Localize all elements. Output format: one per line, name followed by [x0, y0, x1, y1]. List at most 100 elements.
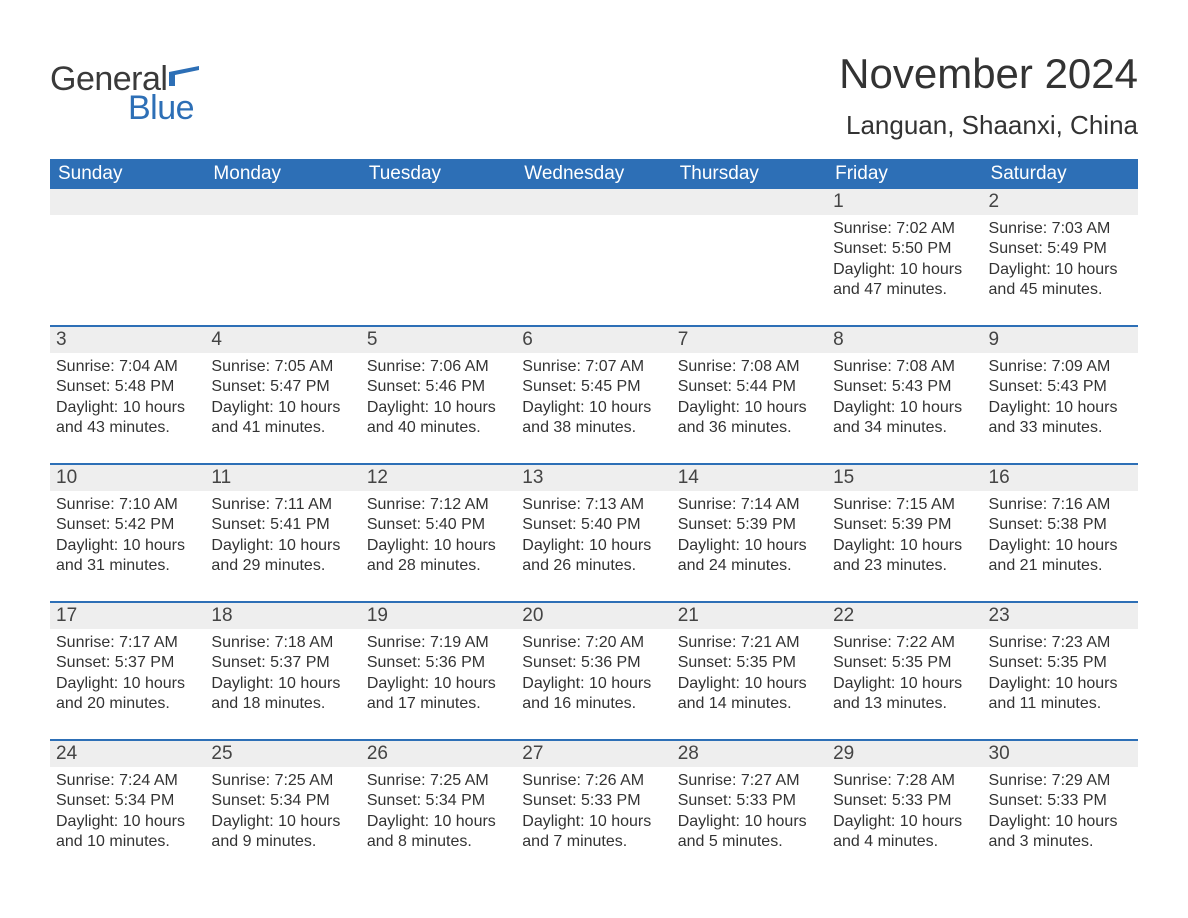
calendar-day: 7Sunrise: 7:08 AMSunset: 5:44 PMDaylight… [672, 327, 827, 463]
daylight-text: Daylight: 10 hours and 14 minutes. [678, 674, 821, 715]
calendar-day: 25Sunrise: 7:25 AMSunset: 5:34 PMDayligh… [205, 741, 360, 877]
day-details: Sunrise: 7:11 AMSunset: 5:41 PMDaylight:… [205, 491, 360, 579]
sunrise-text: Sunrise: 7:04 AM [56, 357, 199, 377]
calendar-day: 10Sunrise: 7:10 AMSunset: 5:42 PMDayligh… [50, 465, 205, 601]
sunrise-text: Sunrise: 7:16 AM [989, 495, 1132, 515]
daylight-text: Daylight: 10 hours and 43 minutes. [56, 398, 199, 439]
day-details: Sunrise: 7:09 AMSunset: 5:43 PMDaylight:… [983, 353, 1138, 441]
sunrise-text: Sunrise: 7:23 AM [989, 633, 1132, 653]
day-number: 30 [983, 741, 1138, 767]
day-number: 4 [205, 327, 360, 353]
calendar-day: 3 Sunrise: 7:04 AMSunset: 5:48 PMDaylight… [50, 327, 205, 463]
day-details: Sunrise: 7:25 AMSunset: 5:34 PMDaylight:… [361, 767, 516, 855]
calendar-day: 18Sunrise: 7:18 AMSunset: 5:37 PMDayligh… [205, 603, 360, 739]
sunset-text: Sunset: 5:35 PM [833, 653, 976, 673]
sunrise-text: Sunrise: 7:13 AM [522, 495, 665, 515]
day-details: Sunrise: 7:26 AMSunset: 5:33 PMDaylight:… [516, 767, 671, 855]
day-details: Sunrise: 7:19 AMSunset: 5:36 PMDaylight:… [361, 629, 516, 717]
sunset-text: Sunset: 5:38 PM [989, 515, 1132, 535]
day-details: Sunrise: 7:02 AMSunset: 5:50 PMDaylight:… [827, 215, 982, 303]
sunset-text: Sunset: 5:40 PM [367, 515, 510, 535]
calendar-week: 3Sunrise: 7:04 AMSunset: 5:48 PMDaylight… [50, 325, 1138, 463]
day-number: 2 [983, 189, 1138, 215]
calendar-day: 14Sunrise: 7:14 AMSunset: 5:39 PMDayligh… [672, 465, 827, 601]
day-details: Sunrise: 7:21 AMSunset: 5:35 PMDaylight:… [672, 629, 827, 717]
month-title: November 2024 [839, 40, 1138, 98]
calendar-day [516, 189, 671, 325]
day-number: 24 [50, 741, 205, 767]
day-number [205, 189, 360, 215]
title-block: November 2024 Languan, Shaanxi, China [839, 40, 1138, 141]
sunset-text: Sunset: 5:50 PM [833, 239, 976, 259]
day-number: 21 [672, 603, 827, 629]
brand-word2: Blue [128, 89, 199, 128]
calendar-day: 27Sunrise: 7:26 AMSunset: 5:33 PMDayligh… [516, 741, 671, 877]
sunrise-text: Sunrise: 7:20 AM [522, 633, 665, 653]
calendar-day: 23Sunrise: 7:23 AMSunset: 5:35 PMDayligh… [983, 603, 1138, 739]
sunrise-text: Sunrise: 7:17 AM [56, 633, 199, 653]
sunset-text: Sunset: 5:33 PM [678, 791, 821, 811]
day-details: Sunrise: 7:08 AMSunset: 5:44 PMDaylight:… [672, 353, 827, 441]
sunset-text: Sunset: 5:46 PM [367, 377, 510, 397]
calendar-day: 8Sunrise: 7:08 AMSunset: 5:43 PMDaylight… [827, 327, 982, 463]
weekday-header: Saturday [983, 159, 1138, 189]
daylight-text: Daylight: 10 hours and 41 minutes. [211, 398, 354, 439]
daylight-text: Daylight: 10 hours and 20 minutes. [56, 674, 199, 715]
weekday-header: Tuesday [361, 159, 516, 189]
day-number: 28 [672, 741, 827, 767]
calendar-week: 10Sunrise: 7:10 AMSunset: 5:42 PMDayligh… [50, 463, 1138, 601]
daylight-text: Daylight: 10 hours and 18 minutes. [211, 674, 354, 715]
sunrise-text: Sunrise: 7:27 AM [678, 771, 821, 791]
day-number: 7 [672, 327, 827, 353]
day-number [361, 189, 516, 215]
daylight-text: Daylight: 10 hours and 45 minutes. [989, 260, 1132, 301]
sunset-text: Sunset: 5:37 PM [211, 653, 354, 673]
daylight-text: Daylight: 10 hours and 33 minutes. [989, 398, 1132, 439]
calendar-day: 30Sunrise: 7:29 AMSunset: 5:33 PMDayligh… [983, 741, 1138, 877]
daylight-text: Daylight: 10 hours and 11 minutes. [989, 674, 1132, 715]
daylight-text: Daylight: 10 hours and 31 minutes. [56, 536, 199, 577]
page: General Blue November 2024 Languan, Shaa… [0, 0, 1188, 897]
sunset-text: Sunset: 5:41 PM [211, 515, 354, 535]
header: General Blue November 2024 Languan, Shaa… [50, 40, 1138, 141]
weekday-header: Sunday [50, 159, 205, 189]
day-number: 3 [50, 327, 205, 353]
weekday-header: Friday [827, 159, 982, 189]
sunrise-text: Sunrise: 7:05 AM [211, 357, 354, 377]
daylight-text: Daylight: 10 hours and 21 minutes. [989, 536, 1132, 577]
sunset-text: Sunset: 5:42 PM [56, 515, 199, 535]
day-number: 15 [827, 465, 982, 491]
daylight-text: Daylight: 10 hours and 4 minutes. [833, 812, 976, 853]
day-details: Sunrise: 7:10 AMSunset: 5:42 PMDaylight:… [50, 491, 205, 579]
sunrise-text: Sunrise: 7:02 AM [833, 219, 976, 239]
calendar-day: 28Sunrise: 7:27 AMSunset: 5:33 PMDayligh… [672, 741, 827, 877]
sunrise-text: Sunrise: 7:03 AM [989, 219, 1132, 239]
day-number: 25 [205, 741, 360, 767]
location-subtitle: Languan, Shaanxi, China [839, 110, 1138, 141]
sunset-text: Sunset: 5:48 PM [56, 377, 199, 397]
sunrise-text: Sunrise: 7:26 AM [522, 771, 665, 791]
daylight-text: Daylight: 10 hours and 34 minutes. [833, 398, 976, 439]
daylight-text: Daylight: 10 hours and 9 minutes. [211, 812, 354, 853]
sunrise-text: Sunrise: 7:11 AM [211, 495, 354, 515]
calendar-day: 12Sunrise: 7:12 AMSunset: 5:40 PMDayligh… [361, 465, 516, 601]
calendar-day [50, 189, 205, 325]
day-number: 27 [516, 741, 671, 767]
sunrise-text: Sunrise: 7:21 AM [678, 633, 821, 653]
flag-icon [169, 66, 199, 91]
sunrise-text: Sunrise: 7:09 AM [989, 357, 1132, 377]
daylight-text: Daylight: 10 hours and 23 minutes. [833, 536, 976, 577]
sunset-text: Sunset: 5:44 PM [678, 377, 821, 397]
sunrise-text: Sunrise: 7:19 AM [367, 633, 510, 653]
calendar-day: 21Sunrise: 7:21 AMSunset: 5:35 PMDayligh… [672, 603, 827, 739]
calendar-day: 15Sunrise: 7:15 AMSunset: 5:39 PMDayligh… [827, 465, 982, 601]
sunset-text: Sunset: 5:33 PM [522, 791, 665, 811]
day-number: 18 [205, 603, 360, 629]
calendar-week: 24Sunrise: 7:24 AMSunset: 5:34 PMDayligh… [50, 739, 1138, 877]
day-details: Sunrise: 7:24 AMSunset: 5:34 PMDaylight:… [50, 767, 205, 855]
day-details: Sunrise: 7:18 AMSunset: 5:37 PMDaylight:… [205, 629, 360, 717]
sunrise-text: Sunrise: 7:18 AM [211, 633, 354, 653]
sunrise-text: Sunrise: 7:25 AM [211, 771, 354, 791]
daylight-text: Daylight: 10 hours and 7 minutes. [522, 812, 665, 853]
sunrise-text: Sunrise: 7:15 AM [833, 495, 976, 515]
